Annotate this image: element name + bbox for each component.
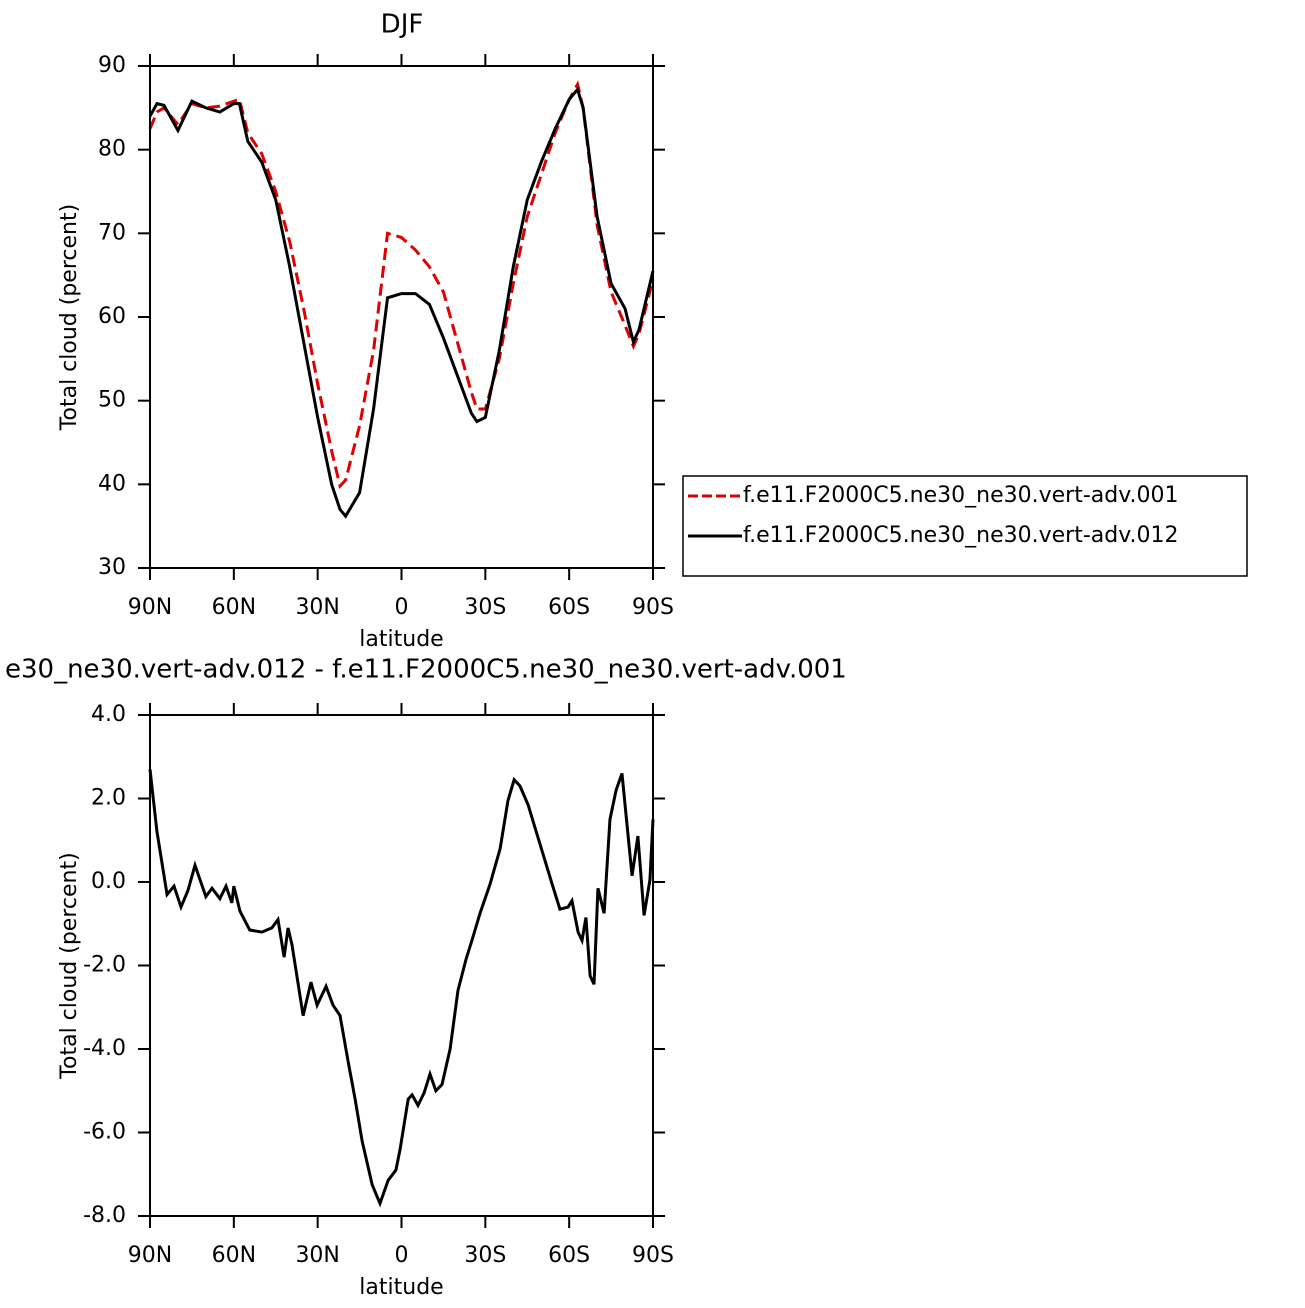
chart-title: e30_ne30.vert-adv.012 - f.e11.F2000C5.ne…: [5, 655, 847, 685]
y-axis-label: Total cloud (percent): [57, 852, 82, 1079]
y-tick-label: 70: [98, 220, 126, 245]
y-tick-label: 0.0: [91, 869, 126, 894]
x-tick-label: 60N: [212, 1243, 256, 1268]
x-tick-label: 90S: [632, 595, 674, 620]
y-tick-label: 30: [98, 555, 126, 580]
x-tick-label: 90N: [128, 595, 172, 620]
x-tick-label: 30S: [464, 1243, 506, 1268]
x-tick-label: 30N: [295, 1243, 339, 1268]
y-tick-label: 4.0: [91, 702, 126, 727]
x-tick-label: 30S: [464, 595, 506, 620]
x-tick-label: 90N: [128, 1243, 172, 1268]
y-tick-label: 90: [98, 53, 126, 78]
x-tick-label: 0: [395, 595, 409, 620]
y-tick-label: 60: [98, 304, 126, 329]
y-tick-label: 50: [98, 388, 126, 413]
y-tick-label: -6.0: [83, 1120, 126, 1145]
legend-label: f.e11.F2000C5.ne30_ne30.vert-adv.001: [743, 483, 1179, 508]
y-tick-label: 80: [98, 137, 126, 162]
y-tick-label: 2.0: [91, 786, 126, 811]
x-tick-label: 90S: [632, 1243, 674, 1268]
y-tick-label: -2.0: [83, 953, 126, 978]
x-tick-label: 0: [395, 1243, 409, 1268]
chart-title: DJF: [381, 10, 424, 40]
x-tick-label: 60S: [548, 595, 590, 620]
data-line: [148, 769, 655, 1208]
x-tick-label: 60N: [212, 595, 256, 620]
legend-box: [682, 475, 1248, 577]
plot-frame: [149, 65, 654, 569]
y-axis-label: Total cloud (percent): [57, 204, 82, 431]
legend-label: f.e11.F2000C5.ne30_ne30.vert-adv.012: [743, 523, 1179, 548]
data-line: [148, 86, 655, 519]
plot-frame: [149, 714, 654, 1217]
data-line: [148, 80, 655, 490]
x-tick-label: 60S: [548, 1243, 590, 1268]
y-tick-label: 40: [98, 471, 126, 496]
x-axis-label: latitude: [359, 1275, 443, 1300]
x-axis-label: latitude: [359, 627, 443, 652]
x-tick-label: 30N: [295, 595, 339, 620]
y-tick-label: -8.0: [83, 1203, 126, 1228]
y-tick-label: -4.0: [83, 1036, 126, 1061]
